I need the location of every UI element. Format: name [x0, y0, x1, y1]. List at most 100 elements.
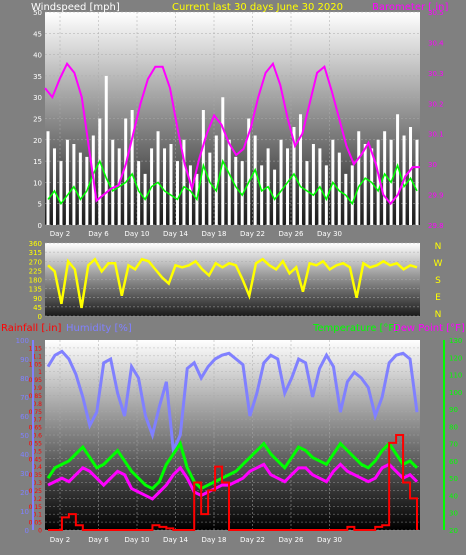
- temperature-series: [46, 440, 419, 491]
- x-tick-label: Day 6: [88, 536, 109, 544]
- compass-tick-label: N: [435, 310, 442, 320]
- rainfall-tick-label: 0.7: [32, 417, 42, 424]
- compass-tick-label: E: [435, 293, 441, 303]
- direction-tick-label: 315: [29, 249, 42, 257]
- temperature-tick-label: 50: [449, 475, 458, 483]
- rainfall-tick-label: 0.75: [29, 409, 43, 416]
- windspeed-tick-label: 45: [33, 30, 42, 38]
- windspeed-tick-label: 30: [33, 94, 42, 102]
- temperature-axis-ticks: 20 30 40 50 60 70 80 90 100 110 120 130: [449, 337, 462, 535]
- windspeed-tick-label: 50: [33, 9, 42, 17]
- temperature-tick-label: 100: [449, 389, 462, 397]
- direction-tick-label: 225: [29, 267, 42, 275]
- compass-tick-label: N: [435, 242, 442, 252]
- rainfall-tick-label: 0.55: [29, 440, 43, 447]
- humidity-tick-label: 60: [20, 413, 29, 421]
- windspeed-axis-ticks: 0 5 10 15 20 25 30 35 40 45 50: [33, 9, 42, 230]
- direction-tick-label: 0: [38, 313, 42, 321]
- compass-tick-label: W: [434, 259, 443, 269]
- windspeed-tick-label: 25: [33, 116, 42, 124]
- humidity-axis-ticks: 0 10 20 30 40 50 60 70 80 90 100: [16, 337, 29, 535]
- wind-panel-x-ticks: Day 2 Day 6 Day 10 Day 14 Day 18 Day 22 Day 26…: [50, 230, 342, 238]
- temperature-tick-label: 130: [449, 337, 462, 345]
- x-tick-label: Day 18: [202, 536, 227, 544]
- humidity-tick-label: 70: [20, 394, 29, 402]
- x-tick-label: Day 10: [125, 230, 150, 238]
- direction-tick-label: 135: [29, 286, 42, 294]
- rainfall-line: [48, 434, 418, 531]
- wind-average-series: [47, 158, 418, 206]
- temperature-line: [46, 440, 419, 491]
- x-tick-label: Day 26: [279, 230, 305, 238]
- climate-panel-x-ticks: Day 2 Day 6 Day 10 Day 14 Day 18 Day 22 Day 26…: [50, 536, 342, 544]
- humidity-axis-label: Humidity [%]: [66, 323, 132, 334]
- x-tick-label: Day 2: [50, 230, 71, 238]
- rainfall-tick-label: 0.85: [29, 393, 43, 400]
- direction-tick-label: 360: [29, 240, 42, 248]
- temperature-tick-label: 20: [449, 527, 458, 535]
- rainfall-tick-label: 0.15: [29, 504, 43, 511]
- direction-tick-label: 90: [33, 295, 42, 303]
- wind-gust-series: [46, 75, 419, 225]
- x-tick-label: Day 6: [88, 230, 109, 238]
- humidity-tick-label: 0: [25, 527, 29, 535]
- rainfall-tick-label: 0.05: [29, 520, 43, 527]
- x-tick-label: Day 22: [240, 230, 265, 238]
- temperature-tick-label: 60: [449, 458, 458, 466]
- humidity-tick-label: 40: [20, 451, 29, 459]
- windspeed-tick-label: 15: [33, 158, 42, 166]
- chart-title: Current last 30 days June 30 2020: [172, 2, 343, 13]
- wind-direction-series: [47, 257, 418, 309]
- temperature-tick-label: 120: [449, 354, 462, 362]
- humidity-tick-label: 30: [20, 470, 29, 478]
- rainfall-tick-label: 0.45: [29, 456, 43, 463]
- rainfall-tick-label: 1.05: [29, 361, 43, 368]
- wind-average-line: [47, 158, 418, 206]
- rainfall-axis-ticks: 00.050.10.150.20.250.30.350.40.450.50.55…: [29, 345, 43, 534]
- windspeed-tick-label: 10: [33, 179, 42, 187]
- temperature-tick-label: 30: [449, 510, 458, 518]
- humidity-tick-label: 50: [20, 432, 29, 440]
- direction-tick-label: 45: [33, 304, 42, 312]
- windspeed-tick-label: 20: [33, 137, 42, 145]
- rainfall-tick-label: 0.9: [32, 385, 42, 392]
- barometer-line: [44, 61, 420, 206]
- rainfall-tick-label: 0.2: [32, 496, 42, 503]
- barometer-axis-ticks: 29.8 29.9 30 30.1 30.2 30.3 30.4 30.5: [428, 9, 444, 230]
- rainfall-tick-label: 0: [38, 528, 42, 535]
- x-tick-label: Day 10: [125, 536, 150, 544]
- barometer-series: [44, 61, 420, 206]
- rainfall-axis-label: Rainfall [.in]: [1, 323, 62, 334]
- humidity-tick-label: 10: [20, 508, 29, 516]
- rainfall-tick-label: 0.8: [32, 401, 42, 408]
- rainfall-tick-label: 0.5: [32, 448, 42, 455]
- humidity-tick-label: 80: [20, 375, 29, 383]
- barometer-tick-label: 30: [428, 161, 437, 169]
- windspeed-tick-label: 35: [33, 73, 42, 81]
- dew-point-series: [47, 462, 419, 501]
- rainfall-tick-label: 1.1: [32, 353, 42, 360]
- windspeed-tick-label: 0: [38, 222, 42, 230]
- humidity-series: [46, 349, 419, 456]
- humidity-tick-label: 20: [20, 489, 29, 497]
- barometer-tick-label: 30.3: [428, 70, 444, 78]
- barometer-axis-label: Barometer [.in]: [372, 2, 448, 13]
- x-tick-label: Day 2: [50, 536, 71, 544]
- compass-tick-label: S: [435, 276, 441, 286]
- barometer-tick-label: 29.9: [428, 192, 444, 200]
- temperature-tick-label: 80: [449, 423, 458, 431]
- dew-point-axis-label: Dew Point [°F]: [393, 323, 465, 334]
- temperature-tick-label: 110: [449, 372, 462, 380]
- rainfall-tick-label: 0.4: [32, 464, 42, 471]
- direction-tick-label: 270: [29, 258, 42, 266]
- x-tick-label: Day 26: [279, 536, 305, 544]
- windspeed-axis-label: Windspeed [mph]: [31, 2, 120, 13]
- rainfall-tick-label: 0.95: [29, 377, 43, 384]
- direction-tick-label: 180: [29, 277, 42, 285]
- direction-line: [47, 257, 418, 309]
- barometer-tick-label: 30.2: [428, 100, 444, 108]
- rainfall-tick-label: 0.3: [32, 480, 42, 487]
